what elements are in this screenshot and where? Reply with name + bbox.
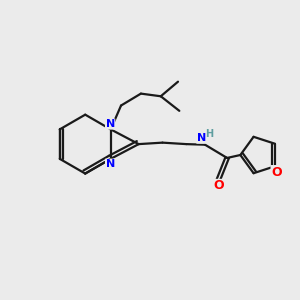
Text: H: H [206,129,214,140]
Text: N: N [106,119,115,129]
Text: N: N [197,133,206,143]
Text: O: O [213,179,224,192]
Text: N: N [106,159,115,169]
Text: O: O [271,166,282,178]
